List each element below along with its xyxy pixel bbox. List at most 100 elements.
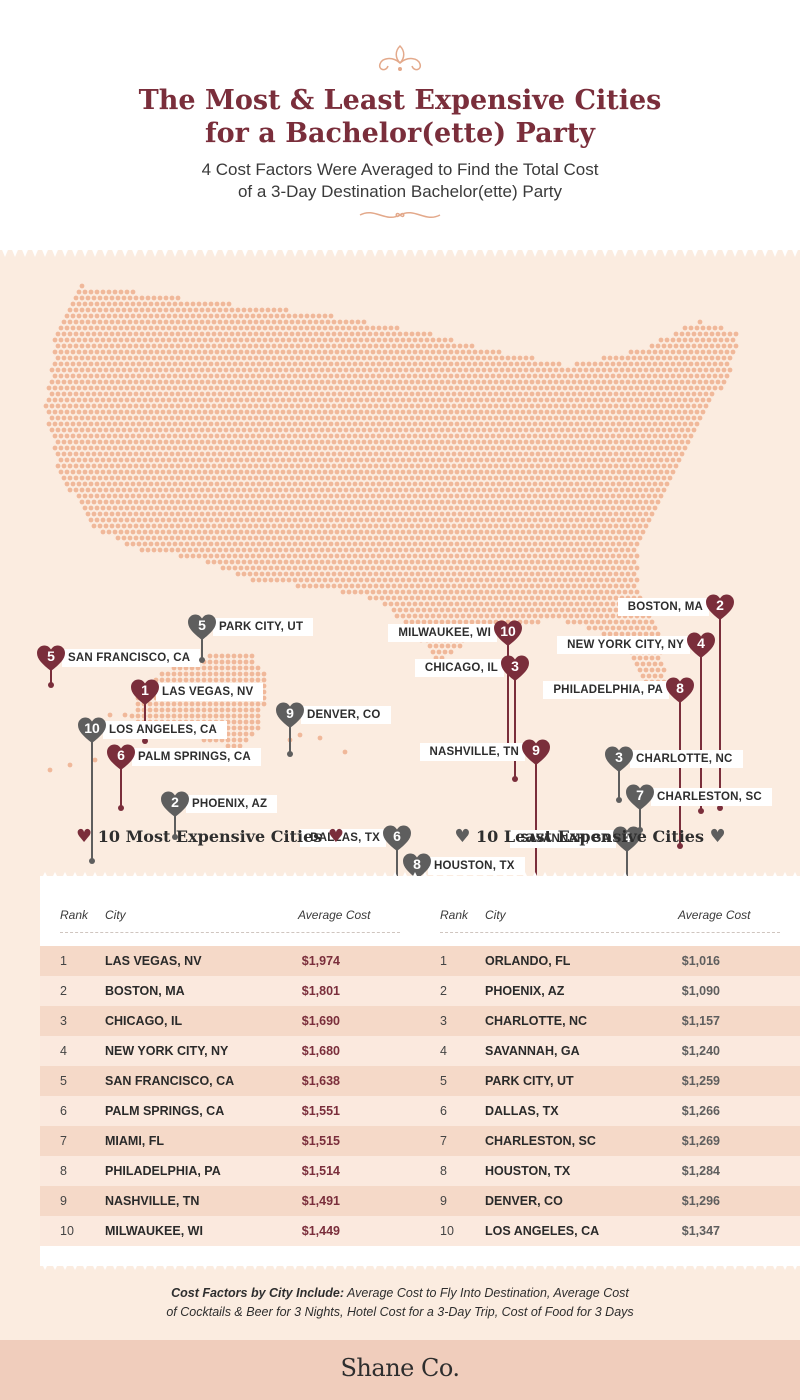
row-rank: 10	[60, 1224, 74, 1238]
map-pin-dot	[89, 858, 95, 864]
heart-icon	[666, 677, 694, 703]
row-city: PHOENIX, AZ	[485, 984, 565, 998]
map-city-label: CHARLESTON, SC	[651, 788, 772, 806]
row-rank: 2	[60, 984, 67, 998]
heart-icon	[403, 853, 431, 879]
heart-icon	[78, 717, 106, 743]
row-rank: 9	[60, 1194, 67, 1208]
row-rank: 6	[440, 1104, 447, 1118]
table-row: 8 PHILADELPHIA, PA $1,514	[40, 1156, 420, 1186]
least-expensive-heading: ♥ 10 Least Expensive Cities ♥	[454, 826, 726, 847]
marker-rank: 8	[413, 856, 421, 872]
table-header: Rank City Average Cost	[440, 908, 780, 932]
heart-icon	[501, 655, 529, 681]
marker-rank: 4	[697, 635, 705, 651]
row-city: ORLANDO, FL	[485, 954, 571, 968]
map-pin	[700, 655, 702, 810]
row-cost: $1,259	[681, 1074, 720, 1088]
table-row: 9 DENVER, CO $1,296	[420, 1186, 800, 1216]
us-map: BOSTON, MA 2 MILWAUKEE, WI 10 NEW YORK CITY,…	[0, 260, 800, 1016]
col-rank-header: Rank	[60, 908, 89, 922]
col-city-header: City	[105, 908, 126, 922]
row-city: PHILADELPHIA, PA	[105, 1164, 221, 1178]
row-city: CHICAGO, IL	[105, 1014, 183, 1028]
row-city: NASHVILLE, TN	[105, 1194, 200, 1208]
heart-marker: 4	[612, 825, 642, 855]
footnote-text-1: Average Cost to Fly Into Destination, Av…	[344, 1286, 629, 1300]
table-row: 6 DALLAS, TX $1,266	[420, 1096, 800, 1126]
row-rank: 7	[60, 1134, 67, 1148]
heart-marker: 8	[402, 852, 432, 882]
map-city-label: SAN FRANCISCO, CA	[62, 649, 201, 667]
row-cost: $1,551	[301, 1104, 340, 1118]
row-cost: $1,514	[301, 1164, 340, 1178]
map-city-label: NEW YORK CITY, NY	[557, 636, 690, 654]
row-city: PARK CITY, UT	[485, 1074, 574, 1088]
table-row: 7 MIAMI, FL $1,515	[40, 1126, 420, 1156]
row-cost: $1,266	[681, 1104, 720, 1118]
heart-marker: 1	[130, 678, 160, 708]
table-row: 4 NEW YORK CITY, NY $1,680	[40, 1036, 420, 1066]
row-cost: $1,240	[681, 1044, 720, 1058]
marker-rank: 4	[623, 829, 631, 845]
row-cost: $1,491	[301, 1194, 340, 1208]
col-cost-header: Average Cost	[678, 908, 751, 922]
table-row: 3 CHARLOTTE, NC $1,157	[420, 1006, 800, 1036]
row-rank: 3	[440, 1014, 447, 1028]
map-city-label: DENVER, CO	[301, 706, 391, 724]
map-pin-dot	[287, 751, 293, 757]
table-row: 1 ORLANDO, FL $1,016	[420, 946, 800, 976]
heart-icon: ♥	[327, 826, 344, 847]
marker-rank: 9	[286, 705, 294, 721]
map-city-label: LAS VEGAS, NV	[156, 683, 264, 701]
row-cost: $1,680	[301, 1044, 340, 1058]
map-pin	[535, 762, 537, 892]
marker-rank: 10	[500, 623, 516, 639]
col-cost-header: Average Cost	[298, 908, 371, 922]
footnote-text-2: of Cocktails & Beer for 3 Nights, Hotel …	[166, 1305, 634, 1319]
row-cost: $1,016	[681, 954, 720, 968]
table-row: 10 LOS ANGELES, CA $1,347	[420, 1216, 800, 1246]
marker-rank: 6	[393, 828, 401, 844]
map-pin	[120, 767, 122, 807]
row-rank: 10	[440, 1224, 454, 1238]
map-pin	[719, 617, 721, 807]
row-rank: 5	[440, 1074, 447, 1088]
table-row: 5 SAN FRANCISCO, CA $1,638	[40, 1066, 420, 1096]
footnote: Cost Factors by City Include: Average Co…	[0, 1284, 800, 1322]
map-city-label: PARK CITY, UT	[213, 618, 314, 636]
map-pin	[618, 769, 620, 799]
heart-icon	[383, 825, 411, 851]
row-city: LAS VEGAS, NV	[105, 954, 202, 968]
heart-marker: 5	[187, 613, 217, 643]
least-expensive-table: Rank City Average Cost 1 ORLANDO, FL $1,01…	[420, 872, 800, 1270]
row-cost: $1,690	[301, 1014, 340, 1028]
map-pin-dot	[512, 776, 518, 782]
card-zigzag-bottom	[420, 1260, 800, 1270]
brand-logo: Shane Co.	[340, 1354, 460, 1382]
us-map-dots	[43, 283, 739, 773]
flourish-ornament-icon	[378, 44, 422, 71]
heart-icon	[131, 679, 159, 705]
col-city-header: City	[485, 908, 506, 922]
heart-icon	[522, 739, 550, 765]
map-city-label: DALLAS, TX	[300, 829, 386, 847]
footer: Shane Co.	[0, 1340, 800, 1400]
heart-icon: ♥	[76, 826, 93, 847]
row-rank: 7	[440, 1134, 447, 1148]
marker-rank: 8	[676, 680, 684, 696]
row-rank: 9	[440, 1194, 447, 1208]
header-divider	[60, 932, 400, 933]
map-pin-dot	[118, 805, 124, 811]
row-city: HOUSTON, TX	[485, 1164, 571, 1178]
map-pin-dot	[142, 738, 148, 744]
table-row: 9 NASHVILLE, TN $1,491	[40, 1186, 420, 1216]
row-cost: $1,090	[681, 984, 720, 998]
heart-icon	[276, 702, 304, 728]
heart-icon	[626, 784, 654, 810]
map-city-label: CHARLOTTE, NC	[630, 750, 743, 768]
heart-icon	[188, 614, 216, 640]
map-pin-dot	[698, 808, 704, 814]
table-row: 2 PHOENIX, AZ $1,090	[420, 976, 800, 1006]
map-city-label: MILWAUKEE, WI	[388, 624, 497, 642]
